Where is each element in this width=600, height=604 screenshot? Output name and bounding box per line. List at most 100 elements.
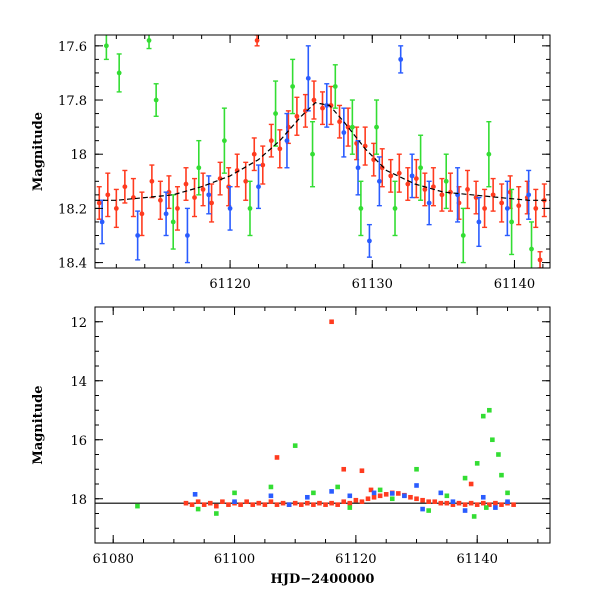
chart0-series-0-point-17: [243, 178, 249, 184]
chart1-series-0-point-41: [432, 499, 438, 504]
chart0-series-0-point-3: [122, 184, 128, 190]
chart1-series-0-point-38: [414, 496, 419, 502]
chart1-series-2-point-12: [426, 508, 431, 513]
chart0-series-0-point-53: [254, 38, 260, 43]
chart0-series-1-point-2: [163, 211, 169, 217]
chart1-series-0-point-56: [274, 455, 280, 460]
chart1-series-0-point-28: [353, 497, 359, 503]
chart0-series-2-point-4: [170, 219, 176, 225]
chart1-series-0-point-0: [183, 500, 189, 506]
chart1-series-2-point-20: [499, 472, 504, 478]
chart0-series-0-point-47: [499, 200, 505, 206]
lower-light-curve-panel: 61080 61100 61120 61140 12 14 16 18 Magnitude HJD…: [31, 306, 551, 587]
chart1-series-0-point-58: [359, 468, 365, 474]
chart0-series-0-point-36: [405, 181, 411, 187]
chart0-series-0-point-43: [465, 187, 470, 192]
chart1-y-tick-label-0: 12: [70, 316, 87, 331]
chart1-series-0-point-60: [468, 481, 474, 487]
chart1-series-0-point-25: [335, 502, 340, 507]
chart1-series-0-point-24: [329, 500, 334, 506]
chart1-series-2-point-18: [490, 437, 495, 443]
chart1-series-0-point-50: [487, 502, 492, 507]
chart0-series-1-point-9: [324, 103, 330, 108]
chart1-series-0-point-43: [444, 500, 450, 506]
chart1-series-0-point-22: [317, 500, 322, 506]
chart0-series-2-point-13: [358, 205, 364, 211]
chart0-series-0-point-23: [294, 113, 300, 119]
chart0-series-1-point-10: [341, 130, 347, 135]
chart1-series-0-point-51: [493, 500, 498, 506]
chart1-series-0-point-47: [468, 500, 474, 506]
chart1-series-0-point-7: [226, 502, 231, 507]
chart1-x-tick-label-1: 61100: [214, 552, 255, 567]
chart1-frame: [94, 306, 551, 544]
chart1-series-0-point-3: [201, 502, 207, 507]
chart0-series-2-point-5: [196, 165, 202, 171]
chart0-series-2-point-11: [332, 84, 338, 89]
chart1-series-0-point-26: [341, 499, 347, 504]
chart1-series-0-point-12: [256, 500, 262, 506]
chart0-series-2-point-1: [116, 70, 122, 76]
chart0-series-0-point-25: [311, 97, 317, 103]
chart1-series-0-point-40: [426, 499, 431, 504]
chart0-y-tick-label-0: 17.6: [58, 40, 87, 55]
chart0-series-0-point-28: [337, 119, 342, 125]
chart1-series-1-point-6: [347, 493, 353, 499]
chart0-series-1-point-17: [476, 219, 482, 225]
chart1-series-0-point-23: [323, 502, 328, 507]
chart1-x-tick-label-2: 61120: [335, 552, 376, 567]
chart1-y-tick-label-2: 16: [70, 434, 87, 449]
chart1-series-2-point-0: [135, 503, 140, 509]
chart0-series-2-point-21: [529, 246, 534, 252]
chart0-series-1-point-7: [284, 138, 290, 144]
chart1-series-0-point-39: [420, 497, 425, 503]
chart0-series-1-point-14: [409, 173, 415, 179]
chart1-series-1-point-13: [450, 499, 456, 504]
chart0-series-1-point-11: [355, 165, 361, 171]
chart1-series-0-point-52: [499, 502, 504, 507]
chart0-series-0-point-54: [537, 257, 543, 263]
chart0-series-1-point-13: [398, 56, 404, 62]
chart0-series-1: [99, 45, 532, 264]
chart1-series-2-point-8: [347, 505, 353, 510]
chart1-y-axis-title: Magnitude: [31, 385, 46, 464]
chart1-series-2-point-1: [195, 506, 201, 512]
chart1-series-2-point-22: [471, 514, 477, 519]
chart0-series-0-point-37: [413, 176, 419, 181]
chart1-series-1-point-17: [505, 499, 510, 504]
chart0-series-0-point-2: [113, 205, 119, 211]
chart0-y-axis-title: Magnitude: [31, 112, 46, 191]
chart0-series-0-point-6: [149, 178, 155, 184]
chart1-series-0-point-29: [359, 499, 365, 504]
chart0-series-0-point-8: [166, 189, 172, 195]
chart0-y-tick-label-2: 18: [70, 148, 87, 163]
chart0-series-0-point-49: [516, 203, 522, 209]
chart0-series-2-point-3: [146, 38, 152, 43]
chart1-series-1-point-0: [192, 492, 198, 497]
chart1-series-0-point-45: [456, 500, 462, 506]
chart0-series-2-point-16: [418, 165, 424, 171]
chart1-series-0-point-18: [292, 500, 298, 506]
chart0-series-2-point-2: [153, 97, 159, 103]
chart0-x-tick-label-2: 61140: [494, 277, 535, 292]
chart1-series-0-point-15: [274, 502, 280, 507]
chart0-series-2-point-14: [374, 124, 379, 130]
chart0-series-2-point-7: [247, 205, 253, 211]
chart1-series-1-point-8: [389, 491, 395, 496]
chart0-series-0: [96, 35, 547, 268]
chart0-series-1-point-15: [426, 200, 432, 206]
chart1-series-2: [135, 407, 510, 519]
chart0-series-0-point-20: [268, 138, 274, 144]
chart1-x-tick-label-0: 61080: [93, 552, 134, 567]
chart0-series-2-point-18: [460, 233, 466, 238]
chart0-y-tick-label-3: 18.2: [58, 202, 87, 217]
chart0-series-1-point-19: [526, 192, 532, 198]
chart0-series-1-point-4: [206, 192, 212, 198]
chart1-series-2-point-23: [484, 505, 489, 510]
chart1-series-1-point-16: [493, 505, 498, 510]
chart0-series-0-point-34: [388, 173, 394, 179]
chart0-series-0-point-7: [158, 197, 163, 203]
chart1-series-1-point-5: [329, 489, 334, 494]
chart0-series-0-point-11: [192, 195, 197, 200]
chart0-plot-area: [95, 35, 550, 268]
